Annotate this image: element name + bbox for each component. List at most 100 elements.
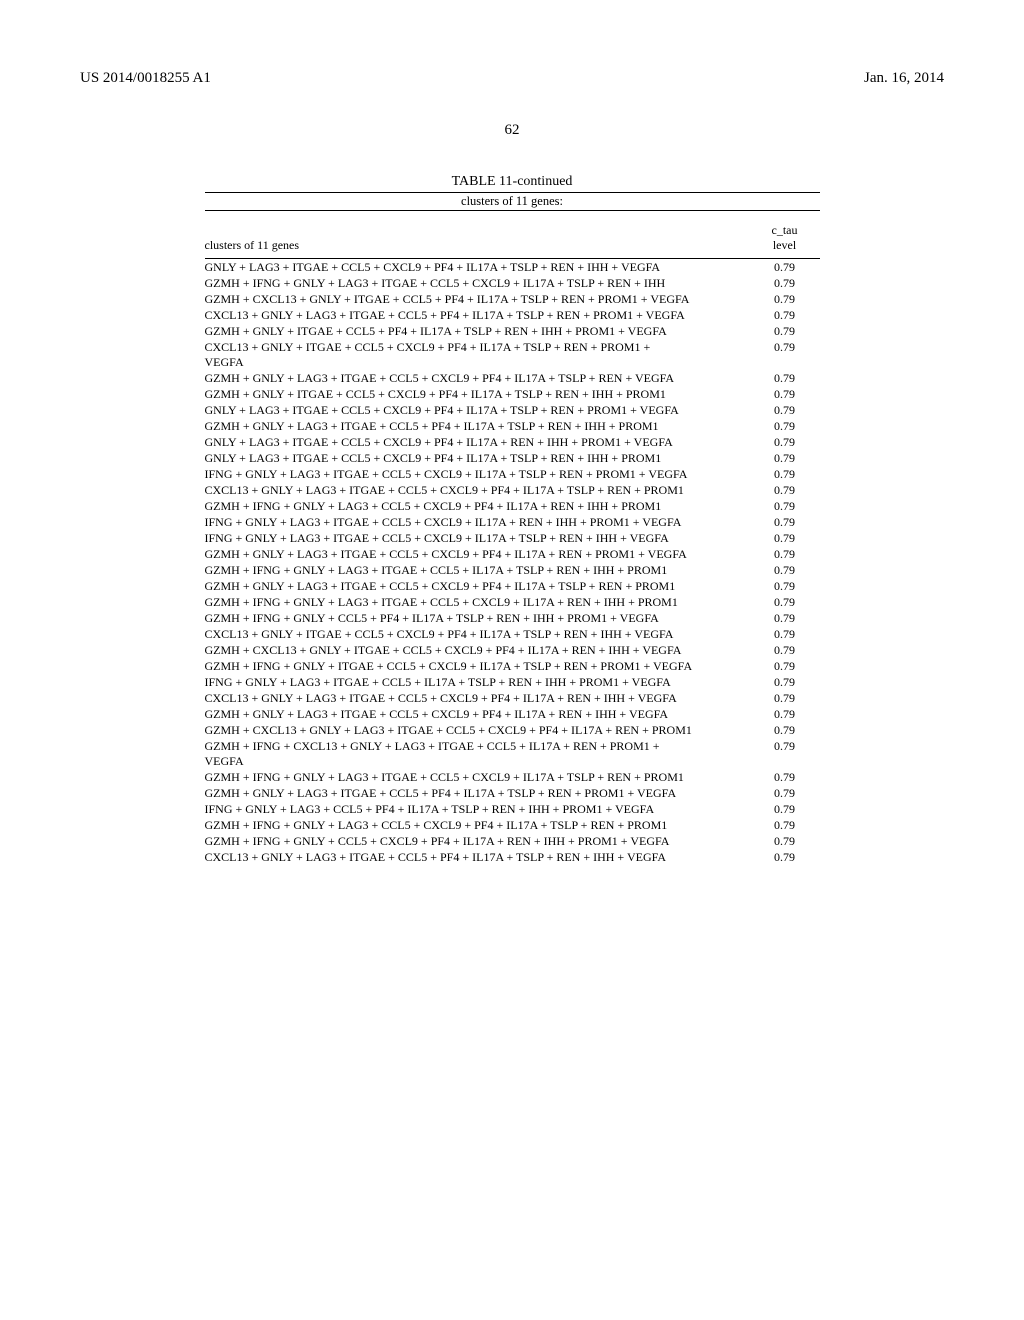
page-header: US 2014/0018255 A1 Jan. 16, 2014 bbox=[80, 70, 944, 87]
table-row: CXCL13 + GNLY + LAG3 + ITGAE + CCL5 + PF… bbox=[205, 307, 820, 323]
ctau-cell: 0.79 bbox=[750, 546, 820, 562]
cluster-cell: IFNG + GNLY + LAG3 + ITGAE + CCL5 + IL17… bbox=[205, 674, 750, 690]
cluster-cell: GZMH + CXCL13 + GNLY + ITGAE + CCL5 + PF… bbox=[205, 291, 750, 307]
ctau-cell: 0.79 bbox=[750, 482, 820, 498]
ctau-cell: 0.79 bbox=[750, 769, 820, 785]
cluster-cell: GZMH + GNLY + ITGAE + CCL5 + PF4 + IL17A… bbox=[205, 323, 750, 339]
ctau-cell: 0.79 bbox=[750, 706, 820, 722]
ctau-cell: 0.79 bbox=[750, 514, 820, 530]
cluster-cell: GZMH + IFNG + GNLY + LAG3 + CCL5 + CXCL9… bbox=[205, 498, 750, 514]
table-container: TABLE 11-continued clusters of 11 genes:… bbox=[205, 174, 820, 865]
cluster-cell: GZMH + GNLY + LAG3 + ITGAE + CCL5 + PF4 … bbox=[205, 418, 750, 434]
cluster-cell: IFNG + GNLY + LAG3 + ITGAE + CCL5 + CXCL… bbox=[205, 466, 750, 482]
ctau-cell: 0.79 bbox=[750, 386, 820, 402]
table-row: CXCL13 + GNLY + LAG3 + ITGAE + CCL5 + CX… bbox=[205, 482, 820, 498]
table-row: GZMH + GNLY + LAG3 + ITGAE + CCL5 + CXCL… bbox=[205, 706, 820, 722]
cluster-cell: GNLY + LAG3 + ITGAE + CCL5 + CXCL9 + PF4… bbox=[205, 402, 750, 418]
table-row: GZMH + IFNG + GNLY + LAG3 + ITGAE + CCL5… bbox=[205, 562, 820, 578]
ctau-cell: 0.79 bbox=[750, 370, 820, 386]
page-number: 62 bbox=[80, 122, 944, 139]
ctau-cell: 0.79 bbox=[750, 434, 820, 450]
table-row: IFNG + GNLY + LAG3 + ITGAE + CCL5 + IL17… bbox=[205, 674, 820, 690]
publication-number: US 2014/0018255 A1 bbox=[80, 70, 211, 87]
cluster-cell: CXCL13 + GNLY + LAG3 + ITGAE + CCL5 + PF… bbox=[205, 849, 750, 865]
table-row: GZMH + IFNG + CXCL13 + GNLY + LAG3 + ITG… bbox=[205, 738, 820, 769]
table-row: GZMH + IFNG + GNLY + LAG3 + ITGAE + CCL5… bbox=[205, 594, 820, 610]
ctau-cell: 0.79 bbox=[750, 833, 820, 849]
cluster-cell: CXCL13 + GNLY + LAG3 + ITGAE + CCL5 + PF… bbox=[205, 307, 750, 323]
cluster-cell: GZMH + GNLY + LAG3 + ITGAE + CCL5 + PF4 … bbox=[205, 785, 750, 801]
table-row: GNLY + LAG3 + ITGAE + CCL5 + CXCL9 + PF4… bbox=[205, 259, 820, 276]
ctau-cell: 0.79 bbox=[750, 626, 820, 642]
table-row: CXCL13 + GNLY + LAG3 + ITGAE + CCL5 + PF… bbox=[205, 849, 820, 865]
ctau-cell: 0.79 bbox=[750, 610, 820, 626]
cluster-cell: IFNG + GNLY + LAG3 + CCL5 + PF4 + IL17A … bbox=[205, 801, 750, 817]
table-row: GZMH + CXCL13 + GNLY + LAG3 + ITGAE + CC… bbox=[205, 722, 820, 738]
ctau-cell: 0.79 bbox=[750, 594, 820, 610]
column-header-ctau: c_tau level bbox=[750, 221, 820, 259]
ctau-cell: 0.79 bbox=[750, 275, 820, 291]
ctau-cell: 0.79 bbox=[750, 674, 820, 690]
table-row: GZMH + IFNG + GNLY + LAG3 + CCL5 + CXCL9… bbox=[205, 817, 820, 833]
cluster-cell: IFNG + GNLY + LAG3 + ITGAE + CCL5 + CXCL… bbox=[205, 530, 750, 546]
table-row: CXCL13 + GNLY + ITGAE + CCL5 + CXCL9 + P… bbox=[205, 626, 820, 642]
cluster-cell: CXCL13 + GNLY + LAG3 + ITGAE + CCL5 + CX… bbox=[205, 482, 750, 498]
table-row: IFNG + GNLY + LAG3 + ITGAE + CCL5 + CXCL… bbox=[205, 530, 820, 546]
cluster-cell: CXCL13 + GNLY + ITGAE + CCL5 + CXCL9 + P… bbox=[205, 339, 750, 370]
cluster-cell: CXCL13 + GNLY + LAG3 + ITGAE + CCL5 + CX… bbox=[205, 690, 750, 706]
cluster-cell: GZMH + IFNG + GNLY + LAG3 + ITGAE + CCL5… bbox=[205, 562, 750, 578]
cluster-cell: GNLY + LAG3 + ITGAE + CCL5 + CXCL9 + PF4… bbox=[205, 450, 750, 466]
gene-clusters-table: clusters of 11 genes c_tau level GNLY + … bbox=[205, 221, 820, 865]
table-row: GZMH + CXCL13 + GNLY + ITGAE + CCL5 + PF… bbox=[205, 291, 820, 307]
cluster-cell: GZMH + GNLY + LAG3 + ITGAE + CCL5 + CXCL… bbox=[205, 706, 750, 722]
table-row: GZMH + GNLY + LAG3 + ITGAE + CCL5 + PF4 … bbox=[205, 418, 820, 434]
ctau-cell: 0.79 bbox=[750, 785, 820, 801]
ctau-cell: 0.79 bbox=[750, 291, 820, 307]
ctau-cell: 0.79 bbox=[750, 642, 820, 658]
ctau-cell: 0.79 bbox=[750, 418, 820, 434]
ctau-cell: 0.79 bbox=[750, 801, 820, 817]
cluster-cell: GZMH + CXCL13 + GNLY + ITGAE + CCL5 + CX… bbox=[205, 642, 750, 658]
table-row: GZMH + GNLY + ITGAE + CCL5 + PF4 + IL17A… bbox=[205, 323, 820, 339]
ctau-cell: 0.79 bbox=[750, 323, 820, 339]
cluster-cell: GZMH + IFNG + GNLY + ITGAE + CCL5 + CXCL… bbox=[205, 658, 750, 674]
table-row: GNLY + LAG3 + ITGAE + CCL5 + CXCL9 + PF4… bbox=[205, 434, 820, 450]
cluster-cell: GZMH + IFNG + GNLY + LAG3 + ITGAE + CCL5… bbox=[205, 594, 750, 610]
cluster-cell: GZMH + CXCL13 + GNLY + LAG3 + ITGAE + CC… bbox=[205, 722, 750, 738]
cluster-cell: GZMH + IFNG + GNLY + CCL5 + PF4 + IL17A … bbox=[205, 610, 750, 626]
cluster-cell: GZMH + IFNG + CXCL13 + GNLY + LAG3 + ITG… bbox=[205, 738, 750, 769]
ctau-cell: 0.79 bbox=[750, 339, 820, 370]
cluster-cell: GZMH + IFNG + GNLY + LAG3 + ITGAE + CCL5… bbox=[205, 769, 750, 785]
table-row: GZMH + GNLY + LAG3 + ITGAE + CCL5 + PF4 … bbox=[205, 785, 820, 801]
ctau-cell: 0.79 bbox=[750, 259, 820, 276]
table-row: IFNG + GNLY + LAG3 + ITGAE + CCL5 + CXCL… bbox=[205, 466, 820, 482]
table-row: GZMH + IFNG + GNLY + LAG3 + ITGAE + CCL5… bbox=[205, 769, 820, 785]
table-row: GZMH + IFNG + GNLY + CCL5 + CXCL9 + PF4 … bbox=[205, 833, 820, 849]
cluster-cell: CXCL13 + GNLY + ITGAE + CCL5 + CXCL9 + P… bbox=[205, 626, 750, 642]
cluster-cell: GZMH + GNLY + LAG3 + ITGAE + CCL5 + CXCL… bbox=[205, 546, 750, 562]
table-row: GZMH + GNLY + ITGAE + CCL5 + CXCL9 + PF4… bbox=[205, 386, 820, 402]
cluster-cell: GNLY + LAG3 + ITGAE + CCL5 + CXCL9 + PF4… bbox=[205, 434, 750, 450]
cluster-cell: GZMH + GNLY + LAG3 + ITGAE + CCL5 + CXCL… bbox=[205, 370, 750, 386]
ctau-cell: 0.79 bbox=[750, 849, 820, 865]
cluster-cell: GZMH + IFNG + GNLY + CCL5 + CXCL9 + PF4 … bbox=[205, 833, 750, 849]
ctau-cell: 0.79 bbox=[750, 658, 820, 674]
table-row: GZMH + GNLY + LAG3 + ITGAE + CCL5 + CXCL… bbox=[205, 578, 820, 594]
cluster-cell: GZMH + IFNG + GNLY + LAG3 + CCL5 + CXCL9… bbox=[205, 817, 750, 833]
table-row: GZMH + GNLY + LAG3 + ITGAE + CCL5 + CXCL… bbox=[205, 370, 820, 386]
table-row: GZMH + IFNG + GNLY + LAG3 + ITGAE + CCL5… bbox=[205, 275, 820, 291]
ctau-cell: 0.79 bbox=[750, 562, 820, 578]
table-row: GZMH + CXCL13 + GNLY + ITGAE + CCL5 + CX… bbox=[205, 642, 820, 658]
table-subtitle: clusters of 11 genes: bbox=[205, 194, 820, 211]
publication-date: Jan. 16, 2014 bbox=[864, 70, 944, 87]
ctau-cell: 0.79 bbox=[750, 722, 820, 738]
ctau-cell: 0.79 bbox=[750, 578, 820, 594]
table-title: TABLE 11-continued bbox=[205, 174, 820, 190]
table-row: GZMH + IFNG + GNLY + CCL5 + PF4 + IL17A … bbox=[205, 610, 820, 626]
table-row: CXCL13 + GNLY + LAG3 + ITGAE + CCL5 + CX… bbox=[205, 690, 820, 706]
table-row: IFNG + GNLY + LAG3 + CCL5 + PF4 + IL17A … bbox=[205, 801, 820, 817]
ctau-cell: 0.79 bbox=[750, 690, 820, 706]
table-row: GZMH + GNLY + LAG3 + ITGAE + CCL5 + CXCL… bbox=[205, 546, 820, 562]
table-row: IFNG + GNLY + LAG3 + ITGAE + CCL5 + CXCL… bbox=[205, 514, 820, 530]
table-row: GNLY + LAG3 + ITGAE + CCL5 + CXCL9 + PF4… bbox=[205, 402, 820, 418]
